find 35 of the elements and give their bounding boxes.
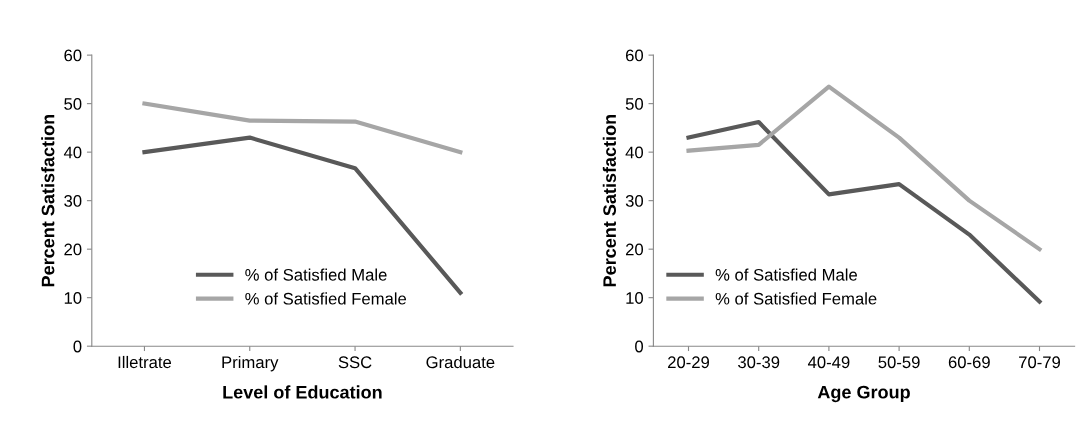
y-tick-label: 20 xyxy=(64,243,82,256)
y-axis-title: Percent Satisfaction xyxy=(41,114,55,287)
y-tick-label: 10 xyxy=(626,292,644,304)
x-tick-label: Graduate xyxy=(426,355,495,369)
x-tick-label: SSC xyxy=(338,356,372,369)
x-tick-label: 40-49 xyxy=(807,356,850,369)
legend-label: % of Satisfied Male xyxy=(245,268,387,281)
legend-label: % of Satisfied Female xyxy=(715,292,877,305)
x-tick-label: 30-39 xyxy=(738,356,780,369)
y-tick-label: 50 xyxy=(625,98,644,110)
y-tick-label: 60 xyxy=(64,49,82,62)
y-tick-label: 60 xyxy=(625,49,644,62)
y-axis-title: Percent Satisfaction xyxy=(602,114,617,287)
y-tick-label: 30 xyxy=(625,195,644,207)
y-tick-label: 10 xyxy=(64,292,82,304)
x-axis-title: Level of Education xyxy=(223,385,382,399)
x-tick-label: Illetrate xyxy=(118,355,172,369)
y-tick-label: 0 xyxy=(73,340,82,353)
y-tick-label: 30 xyxy=(64,195,82,207)
x-tick-label: 50-59 xyxy=(878,356,920,369)
x-tick-label: 60-69 xyxy=(948,356,990,369)
y-tick-label: 40 xyxy=(625,146,644,159)
y-tick-label: 20 xyxy=(625,243,644,256)
line-series xyxy=(142,101,463,155)
x-tick-label: 70-79 xyxy=(1019,356,1061,369)
y-tick-label: 40 xyxy=(63,146,82,159)
legend-label: % of Satisfied Male xyxy=(715,268,857,281)
line-series xyxy=(686,119,1042,304)
line-series xyxy=(686,84,1042,252)
x-tick-label: Primary xyxy=(222,355,279,372)
x-tick-label: 20-29 xyxy=(668,356,710,369)
y-tick-label: 50 xyxy=(64,98,82,110)
legend-label: % of Satisfied Female xyxy=(245,292,407,305)
x-axis-title: Age Group xyxy=(817,385,910,403)
y-tick-label: 0 xyxy=(635,340,644,353)
